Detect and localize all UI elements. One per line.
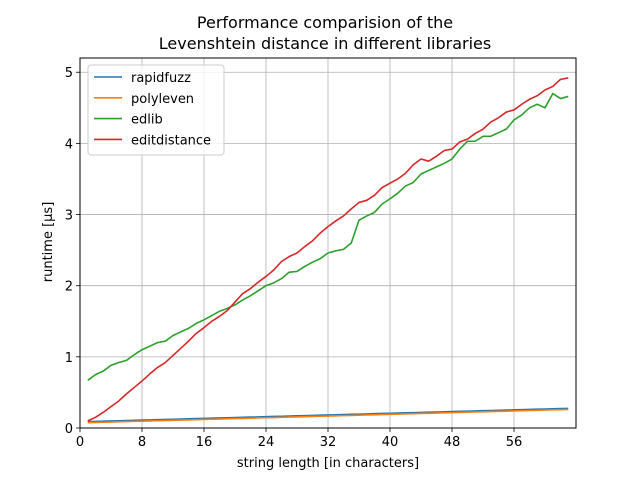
series-line-editdistance: [87, 77, 569, 422]
legend-label-edlib: edlib: [131, 113, 163, 128]
legend-label-polyleven: polyleven: [131, 92, 194, 107]
x-tick-label: 56: [506, 435, 523, 450]
series-line-edlib: [87, 92, 569, 381]
x-tick-label: 0: [76, 435, 84, 450]
chart-title-line-1: Performance comparision of the: [197, 13, 453, 32]
legend-label-editdistance: editdistance: [131, 133, 211, 148]
x-tick-label: 48: [444, 435, 461, 450]
series-line-rapidfuzz: [87, 407, 569, 423]
legend-label-rapidfuzz: rapidfuzz: [131, 71, 191, 86]
x-tick-label: 16: [196, 435, 213, 450]
x-tick-label: 24: [258, 435, 275, 450]
legend: rapidfuzz polyleven edlib editdistance: [87, 64, 225, 156]
y-axis-label: runtime [µs]: [41, 202, 56, 283]
y-tick-label: 1: [65, 351, 73, 366]
x-tick-label: 32: [320, 435, 337, 450]
x-tick-label: 8: [138, 435, 146, 450]
x-axis-label: string length [in characters]: [237, 456, 419, 471]
y-tick-label: 5: [65, 66, 73, 81]
series-line-polyleven: [87, 408, 569, 424]
axis-ticks: 0 8 16 24 32 40 48 56 0 1 2 3 4 5: [65, 66, 523, 450]
x-tick-label: 40: [382, 435, 399, 450]
y-tick-label: 3: [65, 209, 73, 224]
y-tick-label: 2: [65, 280, 73, 295]
chart-title-line-2: Levenshtein distance in different librar…: [159, 34, 491, 53]
series-lines: [87, 77, 569, 424]
y-tick-label: 4: [65, 137, 73, 152]
legend-box: [87, 64, 225, 156]
y-tick-label: 0: [65, 422, 73, 437]
